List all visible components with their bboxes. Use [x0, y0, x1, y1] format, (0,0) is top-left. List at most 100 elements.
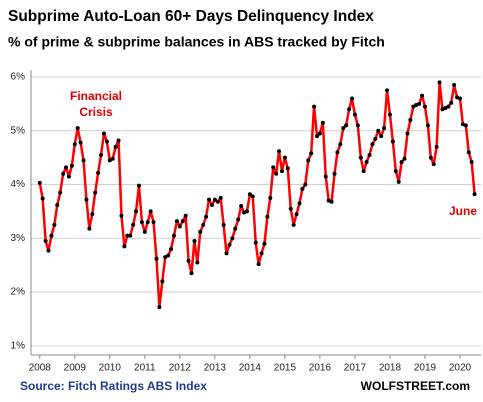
data-point: [323, 174, 328, 179]
data-point: [274, 171, 279, 176]
data-point: [221, 222, 226, 227]
data-point: [320, 120, 325, 125]
data-point: [446, 104, 451, 109]
data-point: [376, 128, 381, 133]
data-point: [148, 209, 153, 214]
data-point: [390, 139, 395, 144]
data-point: [236, 217, 241, 222]
data-point: [396, 179, 401, 184]
data-point: [93, 190, 98, 195]
data-point: [247, 192, 252, 197]
data-point: [107, 158, 112, 163]
data-point: [212, 197, 217, 202]
data-point: [244, 209, 249, 214]
data-point: [315, 134, 320, 139]
data-point: [81, 158, 86, 163]
data-point: [99, 152, 104, 157]
data-point: [96, 170, 101, 175]
data-point: [125, 233, 130, 238]
data-point: [198, 229, 203, 234]
data-point: [402, 156, 407, 161]
data-point: [317, 131, 322, 136]
data-point: [262, 241, 267, 246]
data-point: [49, 233, 54, 238]
data-point: [373, 136, 378, 141]
data-point: [224, 251, 229, 256]
data-point: [355, 123, 360, 128]
data-point: [268, 195, 273, 200]
data-point: [265, 214, 270, 219]
data-point: [452, 83, 457, 88]
data-point: [75, 126, 80, 131]
y-tick-label: 2%: [11, 287, 26, 298]
data-point: [399, 159, 404, 164]
data-point: [367, 152, 372, 157]
data-point: [420, 93, 425, 98]
data-point: [361, 169, 366, 174]
data-point: [207, 197, 212, 202]
x-tick-label: 2008: [29, 363, 52, 374]
source: Source: Fitch Ratings ABS Index: [20, 379, 207, 393]
data-point: [431, 162, 436, 167]
chart-subtitle: % of prime & subprime balances in ABS tr…: [8, 34, 385, 50]
data-point: [344, 123, 349, 128]
data-point: [306, 158, 311, 163]
data-point: [139, 220, 144, 225]
data-point: [163, 255, 168, 260]
data-point: [189, 271, 194, 276]
data-point: [271, 165, 276, 170]
data-point: [370, 142, 375, 147]
data-point: [382, 126, 387, 131]
x-tick-label: 2009: [64, 363, 87, 374]
y-tick-label: 3%: [11, 233, 26, 244]
data-point: [154, 256, 159, 261]
data-point: [110, 156, 115, 161]
data-point: [469, 159, 474, 164]
data-point: [338, 142, 343, 147]
data-point: [209, 202, 214, 207]
data-point: [437, 80, 442, 85]
data-point: [166, 253, 171, 258]
data-point: [183, 213, 188, 218]
data-point: [195, 260, 200, 265]
data-point: [151, 220, 156, 225]
data-point: [457, 96, 462, 101]
data-point: [192, 239, 197, 243]
data-point: [288, 206, 293, 211]
data-point: [40, 196, 45, 201]
data-point: [46, 248, 51, 253]
chart-title: Subprime Auto-Loan 60+ Days Delinquency …: [8, 8, 374, 25]
data-point: [408, 118, 413, 123]
data-point: [256, 262, 261, 267]
data-point: [379, 134, 384, 139]
x-tick-label: 2016: [309, 363, 332, 374]
data-point: [352, 112, 357, 117]
data-point: [259, 251, 264, 256]
data-point: [78, 140, 83, 145]
data-point: [201, 222, 206, 227]
data-point: [186, 258, 191, 263]
data-point: [116, 138, 121, 143]
data-point: [227, 242, 232, 247]
y-tick-label: 5%: [11, 125, 26, 136]
data-point: [411, 104, 416, 109]
data-point: [428, 155, 433, 160]
data-point: [64, 165, 69, 170]
data-point: [171, 233, 176, 238]
plot-area: 1% 2% 3% 4% 5% 6% 2008 2009 2010 2011 2012 2013 2014…: [11, 70, 481, 374]
data-point: [463, 123, 468, 128]
data-point: [131, 222, 136, 227]
x-tick-label: 2014: [239, 363, 262, 374]
data-point: [72, 142, 77, 147]
y-tick-label: 6%: [11, 72, 26, 83]
data-point: [239, 204, 244, 209]
data-point: [279, 169, 284, 174]
annotation: Financial: [70, 89, 122, 103]
data-point: [177, 224, 182, 229]
x-tick-label: 2019: [414, 363, 437, 374]
annotation: June: [449, 204, 477, 218]
data-point: [128, 233, 133, 238]
data-point: [136, 183, 141, 188]
data-point: [291, 222, 296, 227]
